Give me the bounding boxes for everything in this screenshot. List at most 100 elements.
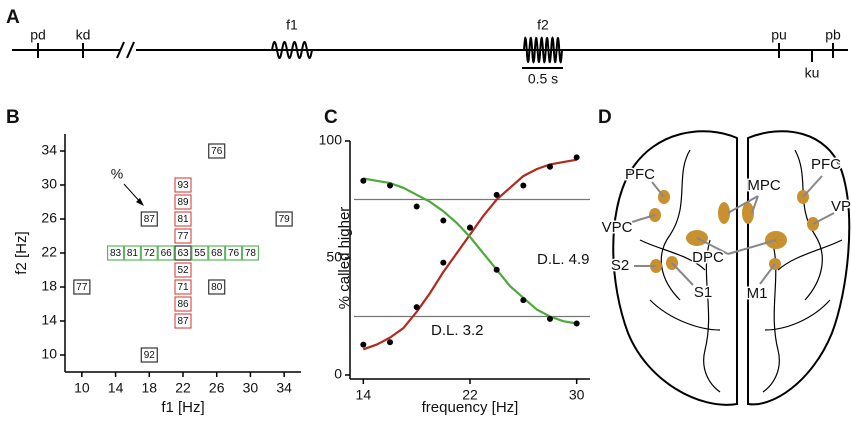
stimulus-f1: [271, 41, 313, 59]
data-point: [387, 182, 393, 189]
value-label: 86: [177, 299, 189, 310]
data-point: [493, 266, 500, 273]
leader-line: [812, 212, 835, 225]
value-label: 71: [177, 282, 189, 293]
value-box: [191, 245, 209, 261]
sulcus: [660, 149, 691, 301]
data-point: [573, 154, 580, 161]
panel-letter: C: [324, 107, 338, 128]
data-point: [413, 304, 420, 311]
value-box: [208, 143, 226, 159]
value-box: [140, 211, 158, 227]
value-box: [174, 228, 192, 244]
timeline: [12, 41, 848, 69]
x-tick-label: 14: [356, 387, 372, 403]
area-label: S2: [611, 257, 629, 274]
y-axis-label: % called higher: [336, 207, 353, 310]
x-tick-label: 22: [175, 380, 191, 396]
value-box: [208, 245, 226, 261]
value-label: 79: [279, 214, 291, 225]
data-point: [440, 217, 447, 224]
hemisphere: [747, 130, 851, 406]
value-label: 63: [177, 248, 189, 259]
data-point: [360, 177, 367, 184]
value-label: 78: [245, 248, 257, 259]
arrow-head: [136, 198, 144, 206]
sulcus: [764, 299, 831, 331]
leader-line: [802, 175, 823, 198]
value-label: 77: [177, 231, 189, 242]
x-tick-label: 30: [243, 380, 259, 396]
value-label: 87: [177, 316, 189, 327]
area-label: DPC: [692, 249, 724, 266]
panel-letter: D: [598, 107, 612, 128]
value-label: 92: [144, 350, 156, 361]
y-tick-label: 26: [41, 210, 57, 226]
data-point: [573, 320, 580, 327]
value-box: [174, 211, 192, 227]
leader-line: [696, 237, 729, 255]
value-label: 80: [211, 282, 223, 293]
y-tick-label: 18: [41, 278, 57, 294]
data-point: [440, 259, 447, 266]
data-point: [493, 191, 500, 198]
break-mark: [116, 41, 125, 59]
y-tick-label: 10: [41, 346, 57, 362]
y-tick-label: 30: [41, 176, 57, 192]
brain-areas: [649, 190, 819, 273]
leader-line: [651, 181, 665, 198]
value-box: [224, 245, 243, 261]
value-box: [174, 177, 192, 193]
sulcus: [639, 239, 706, 271]
annotation: %: [111, 166, 123, 182]
data-point: [387, 339, 393, 346]
stimulus-f2: [523, 36, 563, 64]
y-axis-label: f2 [Hz]: [13, 231, 30, 274]
leader-line: [751, 195, 759, 214]
event-label: pb: [825, 27, 841, 43]
value-box: [241, 245, 260, 261]
value-box: [140, 347, 158, 363]
x-tick-label: 26: [209, 380, 225, 396]
break-mark: [126, 41, 135, 59]
data-point: [547, 315, 553, 322]
x-tick-label: 10: [74, 380, 90, 396]
x-axis-label: f1 [Hz]: [161, 399, 204, 416]
value-label: 81: [127, 248, 139, 259]
y-tick-label: 34: [41, 142, 57, 158]
leader-line: [727, 195, 759, 214]
event-label: f1: [286, 17, 298, 33]
y-tick-label: 14: [41, 312, 57, 328]
sulcus: [703, 239, 721, 393]
value-label: 55: [194, 248, 206, 259]
data-point: [520, 182, 527, 189]
sulcus: [777, 239, 843, 271]
value-label: 83: [110, 248, 122, 259]
value-label: 77: [76, 282, 88, 293]
value-box: [174, 194, 192, 210]
annotation: D.L. 3.2: [431, 322, 484, 339]
data-point: [547, 163, 553, 170]
value-label: 68: [211, 248, 223, 259]
area-label: VP: [831, 198, 851, 215]
leader-line: [727, 239, 777, 255]
x-tick-label: 14: [108, 380, 124, 396]
area-label: M1: [747, 285, 768, 302]
area-label: S1: [694, 284, 712, 301]
fit-curve: [363, 177, 577, 325]
area-label: PFC: [811, 156, 841, 173]
y-tick-label: 0: [334, 366, 342, 382]
sulcus: [794, 149, 823, 301]
event-label: ku: [805, 65, 820, 81]
event-label: kd: [76, 27, 91, 43]
value-box: [174, 296, 192, 312]
scale-label: 0.5 s: [528, 71, 558, 87]
event-label: f2: [537, 17, 549, 33]
area-label: PFC: [625, 166, 655, 183]
leader-line: [671, 262, 694, 286]
value-box: [174, 262, 192, 278]
x-tick-label: 34: [276, 380, 292, 396]
x-tick-label: 22: [462, 387, 478, 403]
value-box: [123, 245, 142, 261]
